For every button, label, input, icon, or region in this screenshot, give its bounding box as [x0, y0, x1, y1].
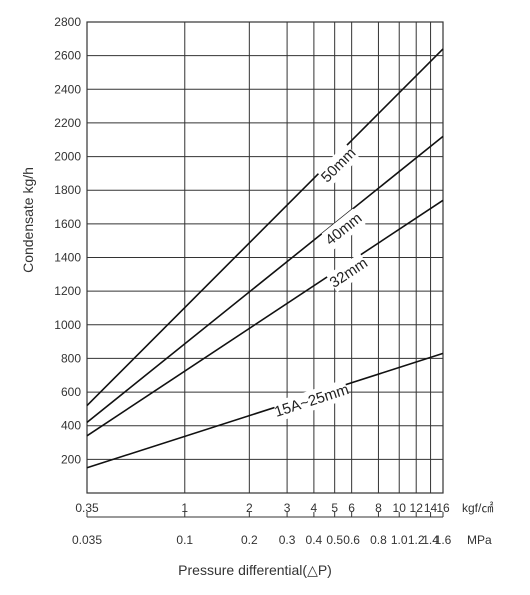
mpa-tick-label: 0.3 [279, 533, 296, 547]
y-tick-label: 200 [61, 452, 81, 466]
series-label-group: 40mm [321, 208, 366, 250]
mpa-tick-label: 1.0 [391, 533, 408, 547]
y-tick-label: 1000 [54, 318, 81, 332]
series-label-group: 50mm [316, 143, 360, 187]
series-label: 15A~25mm [272, 381, 351, 421]
series-label-bg [316, 143, 360, 187]
kgf-tick-label: 16 [436, 501, 450, 515]
y-tick-label: 400 [61, 419, 81, 433]
kgf-tick-label: 3 [284, 501, 291, 515]
kgf-tick-label: 14 [424, 501, 438, 515]
mpa-tick-label: 1.6 [435, 533, 452, 547]
axes: 200 400 600 800 1000 1200 1400 1600 1800 2000 2200… [54, 15, 451, 547]
series-label-bg [272, 379, 351, 422]
y-tick-label: 2000 [54, 150, 81, 164]
y-tick-label: 1400 [54, 251, 81, 265]
series-label-group: 32mm [326, 253, 371, 293]
series-line [86, 352, 444, 469]
mpa-tick-label: 0.2 [241, 533, 258, 547]
series-line [86, 48, 444, 407]
kgf-tick-label: 2 [246, 501, 253, 515]
series-label-group: 15A~25mm [272, 379, 351, 422]
kgf-tick-label: 12 [410, 501, 424, 515]
y-tick-label: 1200 [54, 284, 81, 298]
kgf-tick-label: 5 [331, 501, 338, 515]
y-tick-label: 2800 [54, 15, 81, 29]
plot-border [86, 21, 444, 494]
y-tick-label: 600 [61, 385, 81, 399]
mpa-tick-label: 0.4 [306, 533, 323, 547]
mpa-tick-label: 0.1 [176, 533, 193, 547]
mpa-tick-label: 1.2 [408, 533, 425, 547]
y-tick-label: 1600 [54, 217, 81, 231]
y-axis-title: Condensate kg/h [20, 167, 36, 273]
series-lines [86, 48, 444, 469]
mpa-tick-label: 0.5 [326, 533, 343, 547]
mpa-tick-label: 0.8 [370, 533, 387, 547]
series-line [86, 199, 444, 437]
kgf-tick-label: 1 [181, 501, 188, 515]
y-tick-label: 800 [61, 351, 81, 365]
mpa-tick-label: 1.4 [422, 533, 439, 547]
x-axis-unit-mpa: MPa [467, 533, 492, 547]
x-axis-title: Pressure differential(△P) [178, 562, 332, 578]
x-axis-unit-kgf: kgf/㎠ [462, 501, 493, 515]
kgf-tick-label: 8 [375, 501, 382, 515]
series-line [86, 135, 444, 423]
mpa-tick-label: 0.6 [343, 533, 360, 547]
y-tick-label: 2600 [54, 49, 81, 63]
grid [86, 21, 444, 494]
series-label-bg [326, 253, 371, 293]
kgf-tick-label: 10 [393, 501, 407, 515]
y-tick-label: 1800 [54, 183, 81, 197]
y-tick-label: 2200 [54, 116, 81, 130]
kgf-tick-label: 0.35 [75, 501, 99, 515]
y-tick-label: 2400 [54, 82, 81, 96]
series-label-bg [321, 208, 366, 250]
kgf-tick-label: 6 [348, 501, 355, 515]
mpa-tick-label: 0.035 [72, 533, 102, 547]
kgf-tick-label: 4 [311, 501, 318, 515]
